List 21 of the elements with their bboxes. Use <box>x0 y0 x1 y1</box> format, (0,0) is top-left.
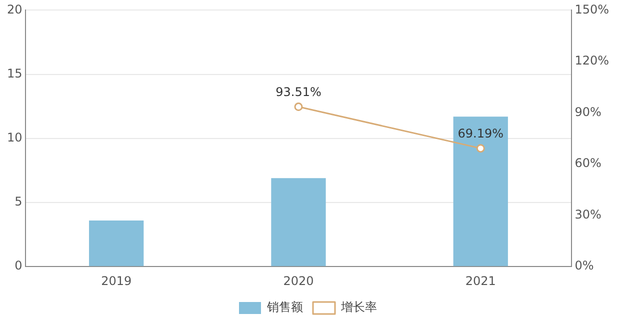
y2-tick-label: 150% <box>574 2 610 16</box>
bar <box>89 220 144 266</box>
y2-tick-label: 90% <box>574 104 602 119</box>
data-label: 93.51% <box>276 84 322 99</box>
y-tick-label: 20 <box>6 2 22 16</box>
y-tick-label: 15 <box>6 66 22 80</box>
y2-tick-label: 120% <box>574 54 610 68</box>
legend-label: 增长率 <box>340 300 377 314</box>
legend-label: 销售额 <box>266 300 303 314</box>
x-tick-label: 2020 <box>283 274 314 288</box>
y-tick-label: 10 <box>6 130 22 145</box>
bar <box>453 116 508 266</box>
y-tick-label: 0 <box>14 258 22 273</box>
data-label: 69.19% <box>458 126 504 140</box>
x-tick-label: 2021 <box>465 274 496 288</box>
y2-tick-label: 60% <box>574 156 602 170</box>
bar <box>271 178 326 266</box>
x-tick-label: 2019 <box>101 274 132 288</box>
y2-tick-label: 30% <box>574 207 602 222</box>
y-tick-label: 5 <box>14 194 22 209</box>
y2-tick-label: 0% <box>574 258 594 273</box>
